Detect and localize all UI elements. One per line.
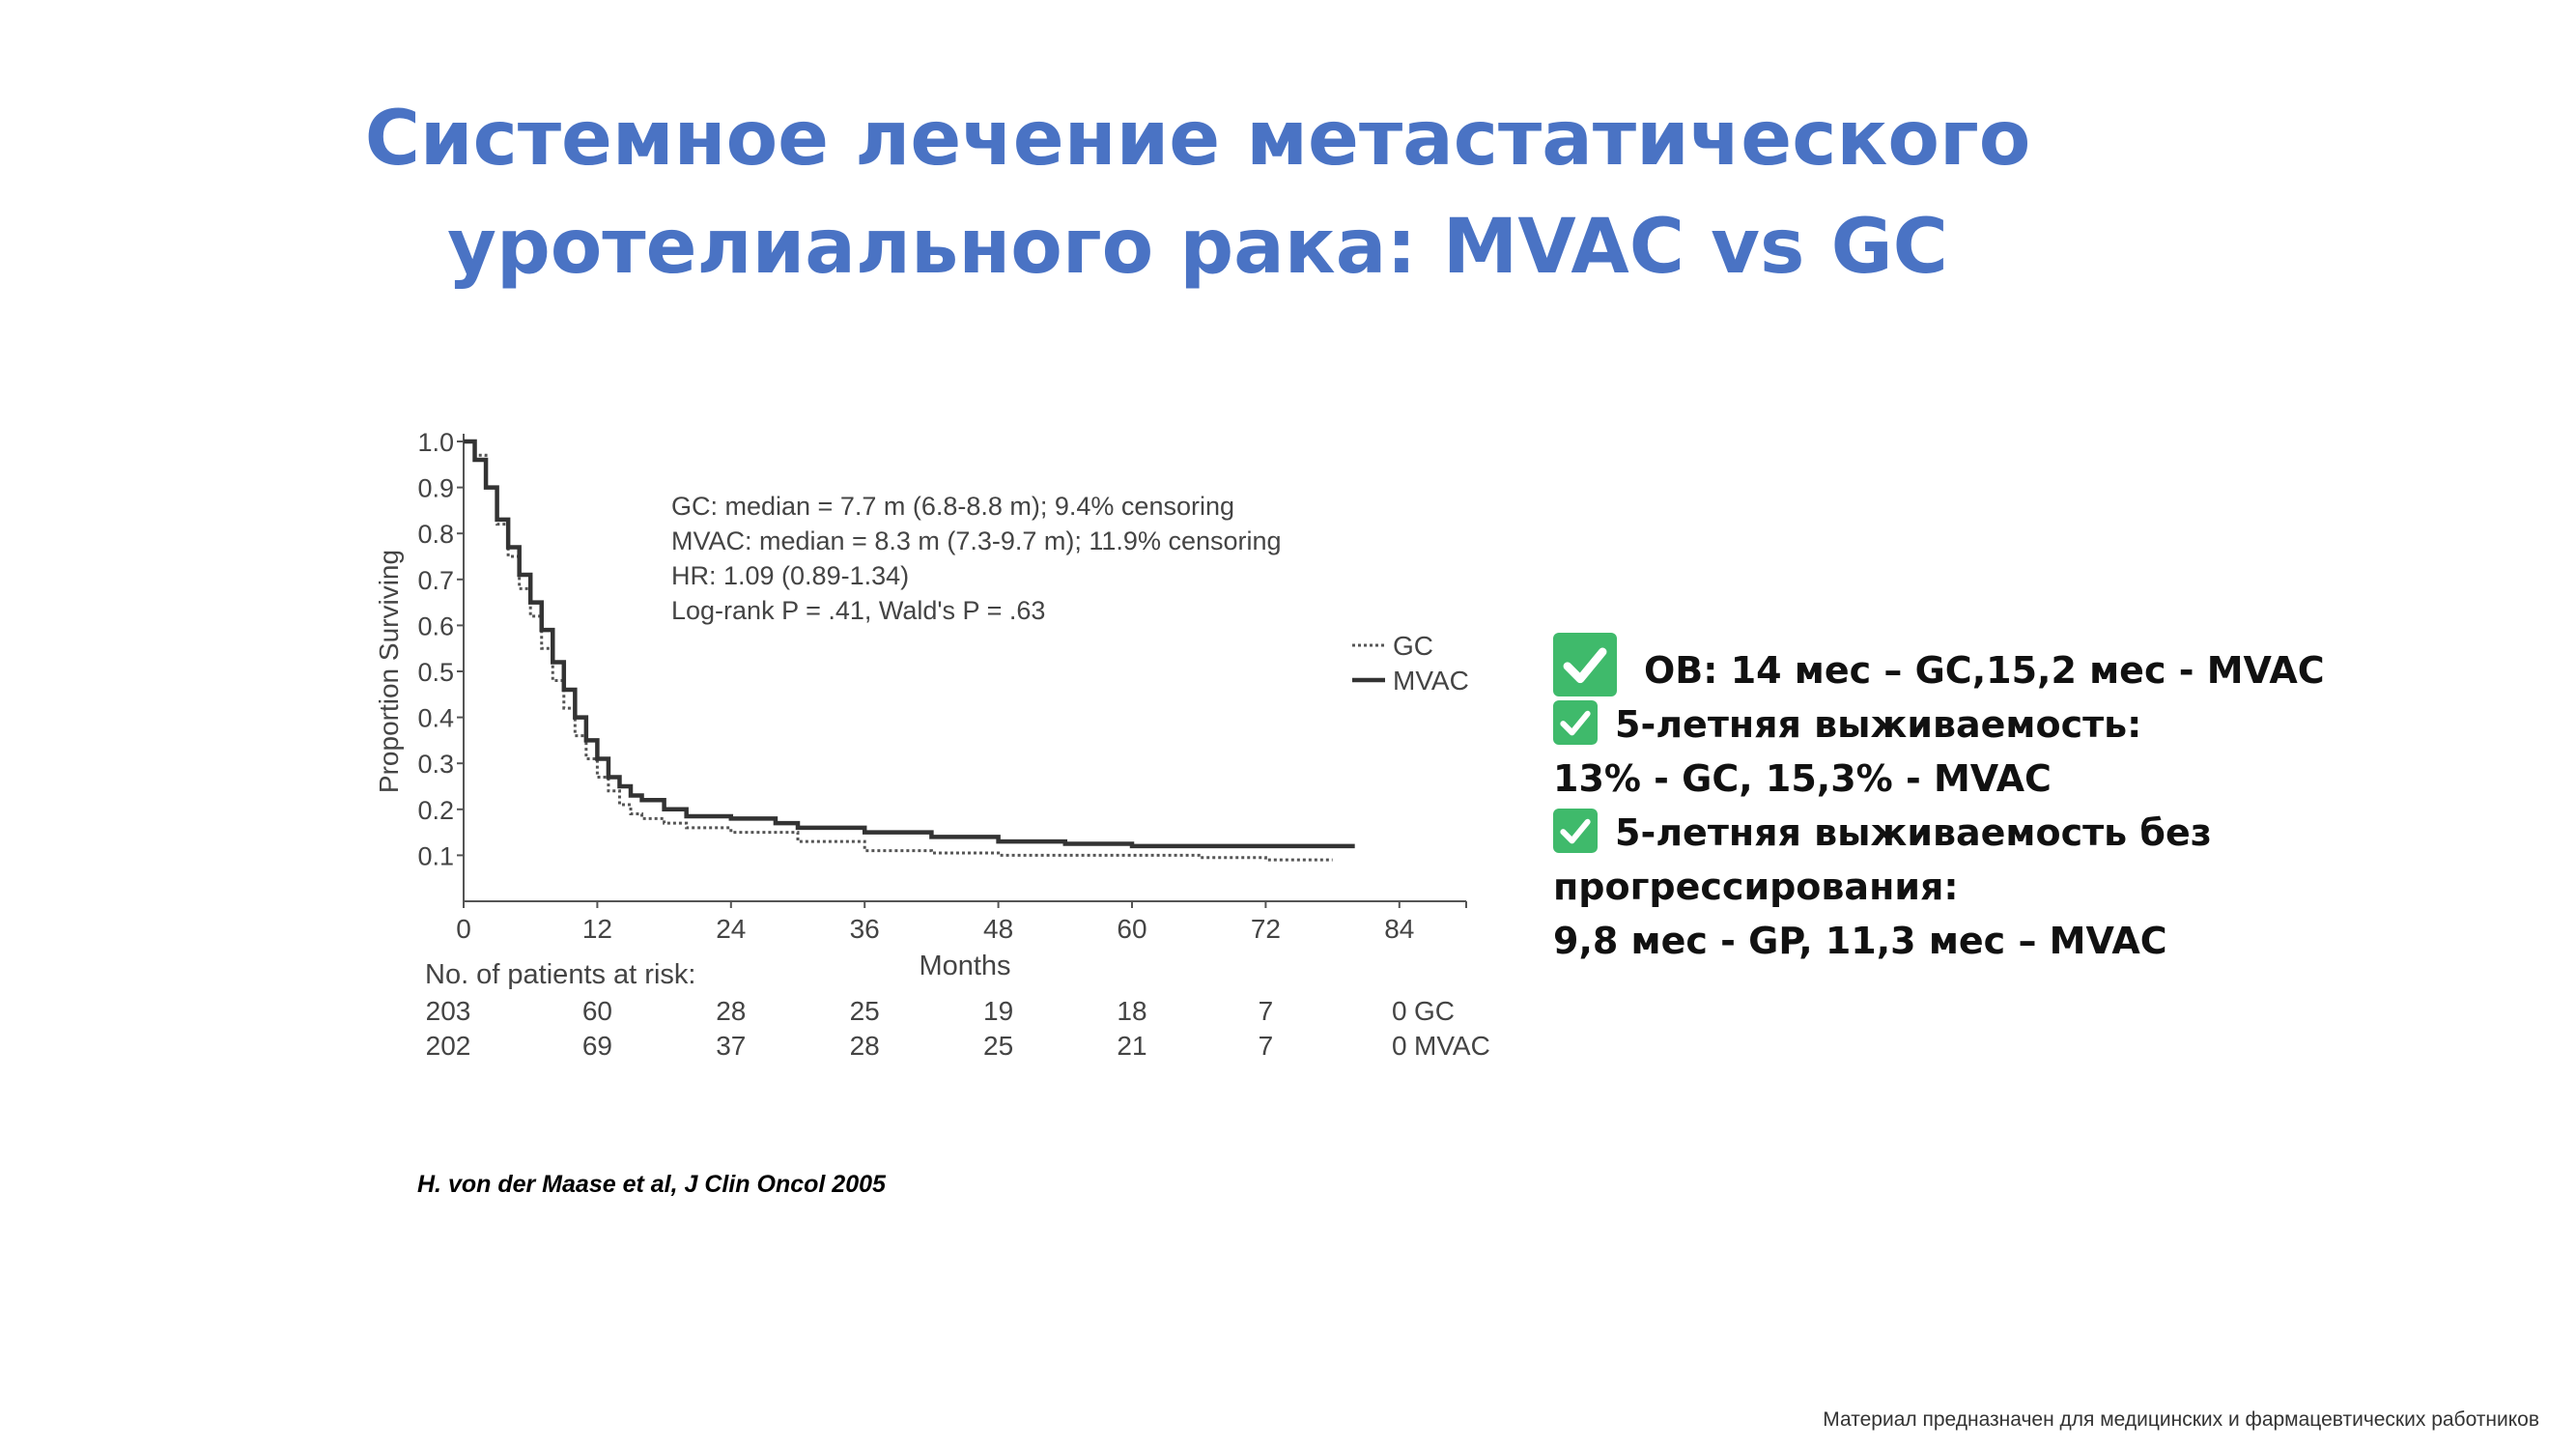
bullet-survival5-values: 13% - GC, 15,3% - MVAC: [1553, 757, 2052, 800]
citation: H. von der Maase et al, J Clin Oncol 200…: [417, 1171, 886, 1198]
x-tick-label: 24: [716, 914, 746, 944]
legend-label-gc: GC: [1393, 631, 1433, 661]
risk-count-mvac: 25: [983, 1031, 1013, 1061]
risk-count-gc: 19: [983, 996, 1013, 1026]
risk-count-gc: 7: [1259, 996, 1274, 1026]
y-tick-label: 0.8: [417, 520, 454, 549]
chart-annotations: GC: median = 7.7 m (6.8-8.8 m); 9.4% cen…: [671, 492, 1282, 625]
stat-annotation: Log-rank P = .41, Wald's P = .63: [671, 596, 1045, 625]
bullet-survival5-heading: 5-летняя выживаемость:: [1615, 703, 2142, 746]
legend-label-mvac: MVAC: [1393, 666, 1469, 696]
checkmark-icon: [1553, 809, 1598, 853]
x-tick-label: 84: [1384, 914, 1414, 944]
key-findings: OB: 14 мес – GC,15,2 мес - MVAC 5-летняя…: [1553, 633, 2519, 968]
kaplan-meier-chart: 0 12 24 36 48 60 72 84 0.1 0.2 0.3 0.4 0.5 0.6 0.7 0.8 0…: [374, 428, 1490, 1061]
y-tick-label: 0.1: [417, 841, 454, 870]
risk-row-label-mvac: MVAC: [1414, 1031, 1490, 1061]
bullet-pfs5-heading: 5-летняя выживаемость без: [1615, 811, 2212, 854]
y-axis-title: Proportion Surviving: [374, 550, 404, 793]
risk-count-gc: 0: [1392, 996, 1407, 1026]
risk-count-mvac: 21: [1117, 1031, 1146, 1061]
y-tick-label: 0.7: [417, 566, 454, 595]
x-tick-label: 48: [983, 914, 1013, 944]
stat-annotation: MVAC: median = 8.3 m (7.3-9.7 m); 11.9% …: [671, 526, 1282, 555]
stat-annotation: GC: median = 7.7 m (6.8-8.8 m); 9.4% cen…: [671, 492, 1234, 521]
stat-annotation: HR: 1.09 (0.89-1.34): [671, 561, 909, 590]
slide-title-line-1: Системное лечение метастатического: [364, 96, 2031, 183]
risk-table-heading: No. of patients at risk:: [425, 959, 695, 990]
x-tick-label: 72: [1251, 914, 1281, 944]
x-tick-label: 36: [850, 914, 880, 944]
bullet-pfs5-heading-cont: прогрессирования:: [1553, 866, 1959, 908]
risk-count-mvac: 202: [426, 1031, 471, 1061]
survival-curve-mvac: [464, 439, 1355, 849]
footer-disclaimer: Материал предназначен для медицинских и …: [1823, 1408, 2539, 1431]
risk-count-mvac: 69: [582, 1031, 612, 1061]
chart-axes: 0 12 24 36 48 60 72 84 0.1 0.2 0.3 0.4 0.5 0.6 0.7 0.8 0…: [374, 428, 1467, 981]
y-tick-label: 0.9: [417, 474, 454, 503]
risk-count-gc: 60: [582, 996, 612, 1026]
y-tick-label: 0.2: [417, 796, 454, 825]
bullet-survival5: 5-летняя выживаемость:: [1553, 697, 2519, 752]
y-tick-label: 0.6: [417, 611, 454, 640]
chart-legend: GC MVAC: [1352, 631, 1469, 696]
x-tick-label: 0: [456, 914, 471, 944]
risk-count-mvac: 28: [850, 1031, 880, 1061]
risk-count-gc: 203: [426, 996, 471, 1026]
risk-count-gc: 18: [1117, 996, 1146, 1026]
x-tick-label: 12: [582, 914, 612, 944]
risk-row-label-gc: GC: [1414, 996, 1455, 1026]
risk-count-gc: 28: [716, 996, 746, 1026]
risk-count-mvac: 7: [1259, 1031, 1274, 1061]
slide-title-line-2: уротелиального рака: MVAC vs GC: [447, 204, 1948, 291]
risk-count-gc: 25: [850, 996, 880, 1026]
bullet-os: OB: 14 мес – GC,15,2 мес - MVAC: [1553, 633, 2519, 697]
x-tick-label: 60: [1117, 914, 1146, 944]
x-axis-title: Months: [919, 951, 1010, 981]
checkmark-icon: [1553, 633, 1617, 696]
chart-series: [464, 439, 1355, 862]
y-tick-label: 0.5: [417, 658, 454, 687]
bullet-pfs5: 5-летняя выживаемость без: [1553, 806, 2519, 860]
risk-count-mvac: 0: [1392, 1031, 1407, 1061]
risk-count-mvac: 37: [716, 1031, 746, 1061]
risk-table: No. of patients at risk: 203 60 28 25 19 18 7 0 G…: [425, 959, 1490, 1061]
y-tick-label: 0.3: [417, 750, 454, 779]
bullet-pfs5-values: 9,8 мес - GP, 11,3 мес – MVAC: [1553, 920, 2167, 962]
y-tick-label: 0.4: [417, 704, 454, 733]
bullet-os-text: OB: 14 мес – GC,15,2 мес - MVAC: [1644, 649, 2325, 692]
checkmark-icon: [1553, 700, 1598, 745]
y-tick-label: 1.0: [417, 428, 454, 457]
slide-title: Системное лечение метастатического уроте…: [0, 85, 2395, 301]
